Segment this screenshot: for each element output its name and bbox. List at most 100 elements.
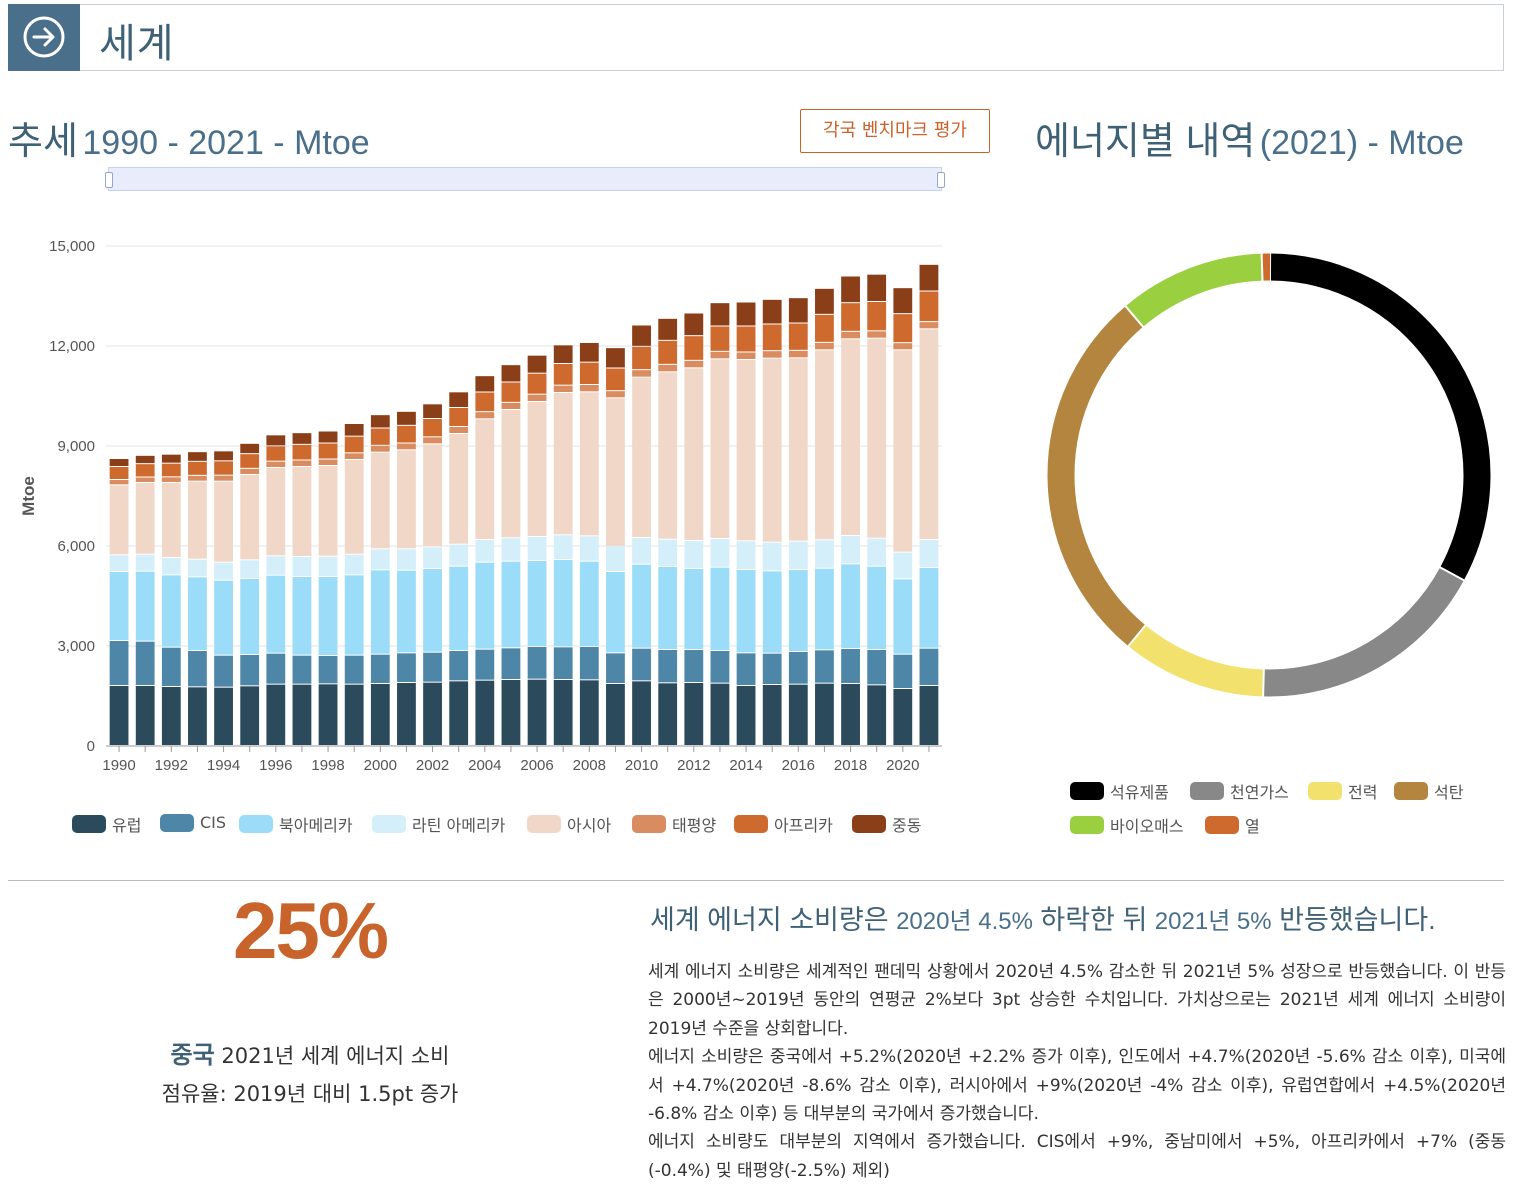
bar-segment[interactable] [449, 544, 469, 566]
bar-segment[interactable] [501, 365, 521, 382]
bar-segment[interactable] [788, 652, 808, 684]
bar-segment[interactable] [475, 680, 495, 745]
bar-segment[interactable] [135, 464, 155, 477]
bar-segment[interactable] [109, 555, 129, 571]
bar-segment[interactable] [788, 570, 808, 651]
bar-segment[interactable] [527, 394, 547, 401]
bar-segment[interactable] [501, 648, 521, 679]
bar-segment[interactable] [606, 368, 625, 391]
bar-segment[interactable] [919, 329, 939, 539]
bar-segment[interactable] [919, 540, 939, 567]
bar-segment[interactable] [632, 346, 651, 370]
bar-segment[interactable] [449, 427, 469, 433]
bar-segment[interactable] [318, 556, 338, 576]
donut-legend-item[interactable]: 천연가스 [1190, 779, 1289, 803]
bar-segment[interactable] [841, 331, 860, 339]
bar-segment[interactable] [579, 392, 599, 536]
bar-segment[interactable] [240, 560, 260, 578]
bar-segment[interactable] [788, 323, 808, 350]
bar-segment[interactable] [292, 655, 312, 684]
bar-segment[interactable] [109, 485, 129, 555]
bar-segment[interactable] [527, 373, 547, 394]
bar-segment[interactable] [370, 684, 390, 745]
bar-segment[interactable] [161, 647, 181, 686]
bar-segment[interactable] [423, 404, 442, 418]
bar-segment[interactable] [214, 461, 233, 475]
donut-legend-item[interactable]: 석탄 [1394, 779, 1463, 803]
bar-segment[interactable] [606, 391, 625, 398]
bar-segment[interactable] [527, 679, 547, 745]
header-icon-box[interactable] [8, 4, 80, 71]
bar-segment[interactable] [344, 453, 364, 459]
bar-segment[interactable] [240, 475, 260, 560]
donut-slice[interactable] [1047, 306, 1146, 647]
bar-segment[interactable] [135, 483, 155, 554]
donut-legend-item[interactable]: 열 [1205, 813, 1260, 837]
bar-segment[interactable] [397, 443, 416, 450]
bar-segment[interactable] [266, 684, 286, 745]
bar-segment[interactable] [292, 460, 312, 467]
bar-segment[interactable] [893, 654, 913, 688]
bar-segment[interactable] [579, 385, 599, 392]
bar-segment[interactable] [240, 443, 260, 454]
bar-segment[interactable] [606, 348, 625, 368]
bar-segment[interactable] [815, 350, 834, 540]
bar-segment[interactable] [423, 437, 442, 444]
bar-segment[interactable] [397, 653, 416, 682]
bar-segment[interactable] [684, 541, 704, 568]
bar-segment[interactable] [658, 650, 678, 683]
bar-segment[interactable] [109, 467, 129, 479]
bar-segment[interactable] [867, 650, 887, 685]
bar-segment[interactable] [188, 687, 207, 745]
bar-segment[interactable] [527, 402, 547, 536]
bar-segment[interactable] [815, 342, 834, 350]
year-range-slider[interactable] [105, 167, 945, 191]
bar-segment[interactable] [370, 445, 390, 452]
bar-segment[interactable] [867, 302, 887, 331]
bar-segment[interactable] [606, 398, 625, 546]
bar-segment[interactable] [423, 444, 442, 547]
bar-segment[interactable] [188, 452, 207, 461]
bar-segment[interactable] [632, 325, 651, 346]
bar-segment[interactable] [397, 425, 416, 443]
bar-segment[interactable] [214, 655, 233, 687]
bar-segment[interactable] [736, 326, 756, 352]
bar-segment[interactable] [658, 539, 678, 566]
donut-legend-item[interactable]: 전력 [1308, 779, 1377, 803]
bar-segment[interactable] [214, 475, 233, 481]
bar-segment[interactable] [423, 682, 442, 745]
donut-slice[interactable] [1125, 253, 1263, 327]
bar-segment[interactable] [292, 433, 312, 444]
bar-segment[interactable] [658, 567, 678, 649]
bar-segment[interactable] [762, 653, 782, 684]
bar-segment[interactable] [684, 650, 704, 682]
bar-segment[interactable] [893, 350, 913, 552]
bar-segment[interactable] [266, 446, 286, 461]
bar-segment[interactable] [710, 359, 730, 538]
bar-segment[interactable] [762, 324, 782, 351]
bar-segment[interactable] [553, 385, 573, 392]
bar-segment[interactable] [397, 570, 416, 653]
legend-item[interactable]: CIS [160, 812, 226, 836]
bar-segment[interactable] [266, 461, 286, 467]
bar-segment[interactable] [423, 652, 442, 682]
bar-segment[interactable] [109, 572, 129, 640]
bar-segment[interactable] [188, 559, 207, 577]
bar-segment[interactable] [161, 558, 181, 575]
bar-segment[interactable] [370, 549, 390, 570]
bar-segment[interactable] [579, 343, 599, 362]
bar-segment[interactable] [266, 575, 286, 653]
bar-segment[interactable] [266, 435, 286, 446]
bar-segment[interactable] [632, 648, 651, 681]
bar-segment[interactable] [501, 561, 521, 648]
bar-segment[interactable] [109, 641, 129, 685]
bar-segment[interactable] [684, 336, 704, 360]
bar-segment[interactable] [135, 641, 155, 685]
bar-segment[interactable] [527, 355, 547, 373]
bar-segment[interactable] [292, 577, 312, 655]
bar-segment[interactable] [527, 537, 547, 560]
legend-item[interactable]: 유럽 [72, 812, 141, 836]
bar-segment[interactable] [109, 686, 129, 745]
bar-segment[interactable] [919, 264, 939, 291]
bar-segment[interactable] [710, 651, 730, 683]
